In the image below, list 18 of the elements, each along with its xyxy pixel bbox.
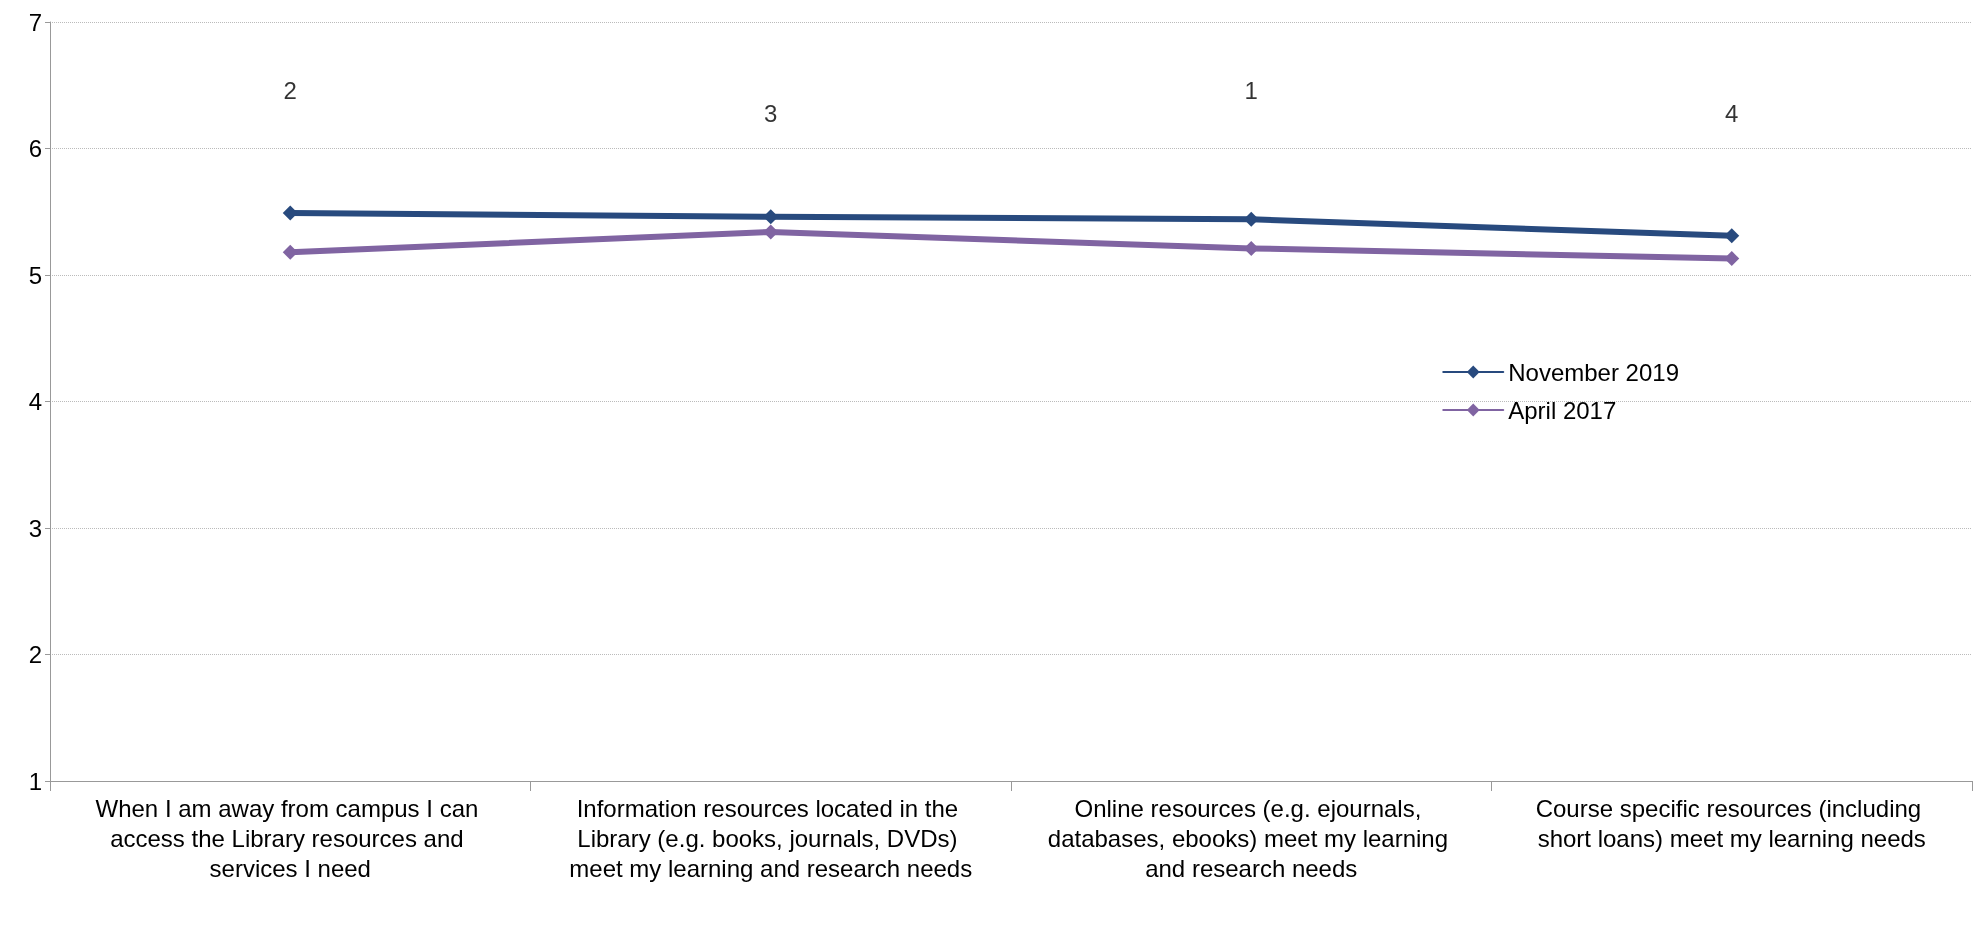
y-tick-label: 5 — [28, 261, 42, 289]
x-tick-label: When I am away from campus I can access the Library resources and services I need — [95, 794, 485, 882]
point — [1724, 228, 1740, 244]
annotation: 1 — [1244, 76, 1258, 104]
y-tick-label: 6 — [28, 135, 42, 162]
annotation: 2 — [283, 76, 297, 104]
x-tick-label: Online resources (e.g. ejournals, databases, ebooks) meet my learning and research needs — [1047, 794, 1455, 882]
y-tick-label: 7 — [28, 8, 42, 36]
annotation: 3 — [764, 99, 778, 127]
y-tick-label: 1 — [28, 767, 42, 795]
legend-label: November 2019 — [1508, 358, 1679, 386]
x-tick-label: Information resources located in the Library (e.g. books, journals, DVDs) meet my learning and research needs — [569, 794, 973, 882]
y-tick-label: 2 — [28, 641, 42, 668]
y-tick-label: 3 — [28, 514, 42, 542]
x-tick-label: Course specific resources (including short loans) meet my learning needs — [1535, 794, 1928, 852]
legend-label: April 2017 — [1508, 396, 1617, 424]
annotation: 4 — [1725, 99, 1739, 127]
y-tick-label: 4 — [28, 388, 42, 415]
